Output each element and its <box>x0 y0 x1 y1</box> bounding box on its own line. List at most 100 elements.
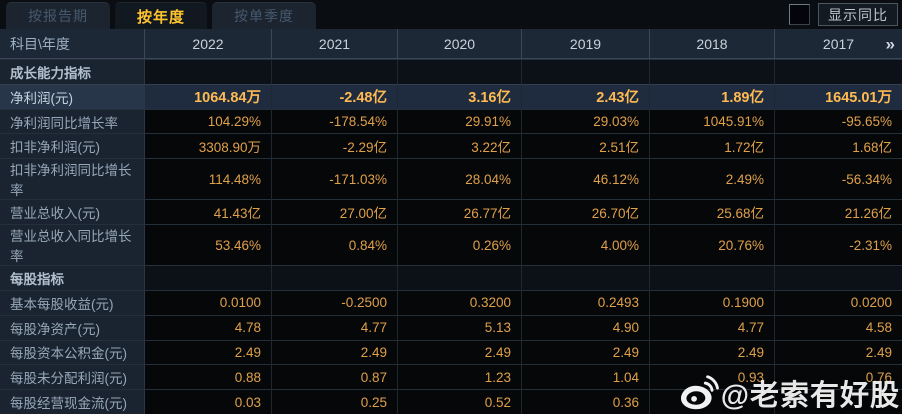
row-label: 净利润同比增长率 <box>0 108 145 134</box>
cell: 1.68亿 <box>775 133 902 159</box>
cell: 0.3200 <box>398 289 522 315</box>
cell: -2.29亿 <box>272 133 398 159</box>
cell: 53.46% <box>145 224 272 266</box>
cell: 2.49% <box>650 158 775 200</box>
cell <box>650 389 775 414</box>
year-header[interactable]: 2021 <box>272 29 398 59</box>
cell: 20.76% <box>650 224 775 266</box>
cell: 27.00亿 <box>272 199 398 225</box>
table-row-deducted-net-profit[interactable]: 扣非净利润(元) 3308.90万 -2.29亿 3.22亿 2.51亿 1.7… <box>0 133 902 159</box>
cell: 1.72亿 <box>650 133 775 159</box>
more-years-icon[interactable]: » <box>885 34 895 53</box>
cell: 1064.84万 <box>145 83 272 109</box>
cell <box>145 265 272 290</box>
cell: 41.43亿 <box>145 199 272 225</box>
cell: 0.76 <box>775 364 902 390</box>
cell: 26.77亿 <box>398 199 522 225</box>
table-row-basic-eps[interactable]: 基本每股收益(元) 0.0100 -0.2500 0.3200 0.2493 0… <box>0 289 902 315</box>
cell <box>522 265 650 290</box>
year-header: 2017 » <box>775 29 902 59</box>
cell: -171.03% <box>272 158 398 200</box>
cell: -2.31% <box>775 224 902 266</box>
tab-by-report-period[interactable]: 按报告期 <box>6 2 110 29</box>
row-label: 基本每股收益(元) <box>0 289 145 315</box>
cell: 21.26亿 <box>775 199 902 225</box>
cell: -2.48亿 <box>272 83 398 109</box>
cell: 1.89亿 <box>650 83 775 109</box>
row-label: 每股净资产(元) <box>0 314 145 340</box>
table-row-total-revenue-yoy[interactable]: 营业总收入同比增长率 53.46% 0.84% 0.26% 4.00% 20.7… <box>0 224 902 266</box>
cell: 2.49 <box>650 339 775 365</box>
cell: 0.36 <box>522 389 650 414</box>
cell: 1645.01万 <box>775 83 902 109</box>
row-label: 每股指标 <box>0 265 145 290</box>
table-header-row: 科目\年度 2022 2021 2020 2019 2018 2017 » <box>0 29 902 59</box>
cell: 2.49 <box>775 339 902 365</box>
cell: 2.49 <box>272 339 398 365</box>
corner-header: 科目\年度 <box>0 29 145 59</box>
cell: 0.52 <box>398 389 522 414</box>
cell <box>650 59 775 84</box>
show-yoy-label[interactable]: 显示同比 <box>818 3 898 26</box>
cell: 2.49 <box>398 339 522 365</box>
cell: 3.22亿 <box>398 133 522 159</box>
table-row-net-profit-yoy[interactable]: 净利润同比增长率 104.29% -178.54% 29.91% 29.03% … <box>0 108 902 134</box>
year-header[interactable]: 2022 <box>145 29 272 59</box>
cell: 26.70亿 <box>522 199 650 225</box>
tab-by-quarter[interactable]: 按单季度 <box>212 2 317 29</box>
cell: 0.0200 <box>775 289 902 315</box>
cell: -95.65% <box>775 108 902 134</box>
cell: 25.68亿 <box>650 199 775 225</box>
table-row-net-profit[interactable]: 净利润(元) 1064.84万 -2.48亿 3.16亿 2.43亿 1.89亿… <box>0 83 902 109</box>
table-row-undistributed-profit-per-share[interactable]: 每股未分配利润(元) 0.88 0.87 1.23 1.04 0.93 0.76 <box>0 364 902 390</box>
cell: 2.43亿 <box>522 83 650 109</box>
cell: 29.03% <box>522 108 650 134</box>
cell: 4.58 <box>775 314 902 340</box>
year-header[interactable]: 2019 <box>522 29 650 59</box>
year-header[interactable]: 2018 <box>650 29 775 59</box>
cell: 2.51亿 <box>522 133 650 159</box>
cell: 2.49 <box>145 339 272 365</box>
cell <box>398 59 522 84</box>
row-label: 净利润(元) <box>0 83 145 109</box>
show-yoy-checkbox[interactable] <box>789 4 810 25</box>
table-row-deducted-net-profit-yoy[interactable]: 扣非净利润同比增长率 114.48% -171.03% 28.04% 46.12… <box>0 158 902 200</box>
year-header[interactable]: 2020 <box>398 29 522 59</box>
cell: 2.49 <box>522 339 650 365</box>
row-label: 每股未分配利润(元) <box>0 364 145 390</box>
cell: 4.90 <box>522 314 650 340</box>
table-row-section: 成长能力指标 <box>0 59 902 84</box>
cell: 0.88 <box>145 364 272 390</box>
year-header-label[interactable]: 2017 <box>822 35 855 52</box>
cell: 5.13 <box>398 314 522 340</box>
cell: 0.87 <box>272 364 398 390</box>
cell: 1045.91% <box>650 108 775 134</box>
cell <box>272 59 398 84</box>
cell: 114.48% <box>145 158 272 200</box>
cell <box>398 265 522 290</box>
row-label: 扣非净利润(元) <box>0 133 145 159</box>
row-label: 营业总收入(元) <box>0 199 145 225</box>
table-row-capital-reserve-per-share[interactable]: 每股资本公积金(元) 2.49 2.49 2.49 2.49 2.49 2.49 <box>0 339 902 365</box>
cell: 1.23 <box>398 364 522 390</box>
cell: 0.84% <box>272 224 398 266</box>
cell <box>522 59 650 84</box>
cell: -56.34% <box>775 158 902 200</box>
cell: 4.77 <box>650 314 775 340</box>
period-tabbar: 按报告期 按年度 按单季度 显示同比 <box>0 0 902 29</box>
table-row-net-assets-per-share[interactable]: 每股净资产(元) 4.78 4.77 5.13 4.90 4.77 4.58 <box>0 314 902 340</box>
row-label: 每股资本公积金(元) <box>0 339 145 365</box>
table-row-total-revenue[interactable]: 营业总收入(元) 41.43亿 27.00亿 26.77亿 26.70亿 25.… <box>0 199 902 225</box>
cell: 3308.90万 <box>145 133 272 159</box>
cell <box>145 59 272 84</box>
cell: 4.00% <box>522 224 650 266</box>
table-row-operating-cashflow-per-share[interactable]: 每股经营现金流(元) 0.03 0.25 0.52 0.36 <box>0 389 902 414</box>
tab-by-year[interactable]: 按年度 <box>115 2 208 29</box>
cell: 0.26% <box>398 224 522 266</box>
table-row-section: 每股指标 <box>0 265 902 290</box>
cell: 46.12% <box>522 158 650 200</box>
cell: 4.78 <box>145 314 272 340</box>
row-label: 每股经营现金流(元) <box>0 389 145 414</box>
row-label: 扣非净利润同比增长率 <box>0 158 145 200</box>
row-label: 成长能力指标 <box>0 59 145 84</box>
